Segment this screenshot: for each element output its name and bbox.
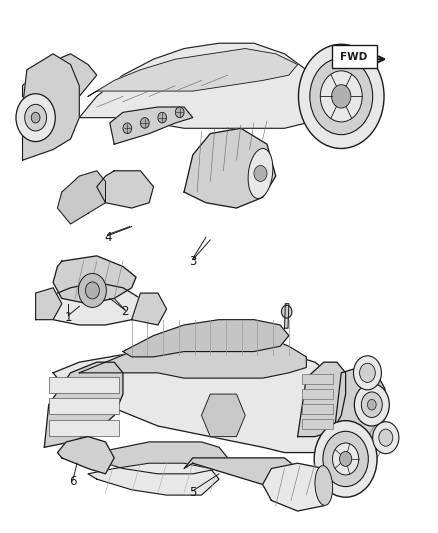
Polygon shape — [79, 330, 306, 378]
Polygon shape — [84, 442, 228, 474]
Polygon shape — [297, 362, 346, 437]
Polygon shape — [40, 282, 145, 325]
Text: 6: 6 — [69, 475, 77, 488]
Bar — [49, 398, 119, 414]
Circle shape — [332, 443, 359, 475]
Circle shape — [361, 392, 382, 417]
Circle shape — [25, 104, 46, 131]
Circle shape — [320, 71, 362, 122]
Bar — [302, 389, 332, 399]
Circle shape — [314, 421, 377, 497]
Polygon shape — [57, 171, 106, 224]
Polygon shape — [53, 352, 359, 453]
Circle shape — [339, 451, 352, 466]
Polygon shape — [79, 43, 319, 128]
Text: 3: 3 — [189, 255, 197, 268]
Circle shape — [31, 112, 40, 123]
Text: 5: 5 — [189, 486, 197, 499]
Polygon shape — [53, 256, 136, 304]
Circle shape — [254, 165, 267, 181]
Polygon shape — [57, 437, 114, 474]
Circle shape — [298, 44, 384, 149]
Circle shape — [78, 273, 106, 308]
Text: 4: 4 — [104, 231, 111, 244]
Polygon shape — [184, 128, 276, 208]
Polygon shape — [263, 463, 332, 511]
Polygon shape — [110, 107, 193, 144]
Circle shape — [282, 305, 292, 318]
Circle shape — [367, 399, 376, 410]
Circle shape — [360, 364, 375, 382]
Polygon shape — [22, 54, 97, 96]
Circle shape — [353, 356, 381, 390]
Text: 2: 2 — [121, 305, 129, 318]
Bar — [302, 404, 332, 414]
Circle shape — [175, 107, 184, 118]
Polygon shape — [22, 54, 79, 160]
Polygon shape — [44, 362, 123, 447]
Circle shape — [373, 422, 399, 454]
Bar — [49, 419, 119, 435]
Bar — [302, 374, 332, 384]
Bar — [49, 377, 119, 393]
Polygon shape — [35, 288, 62, 320]
Circle shape — [379, 429, 393, 446]
Circle shape — [158, 112, 166, 123]
Bar — [302, 419, 332, 429]
Text: FWD: FWD — [340, 52, 367, 61]
Polygon shape — [132, 293, 166, 325]
Polygon shape — [97, 171, 153, 208]
Polygon shape — [332, 368, 385, 447]
Circle shape — [85, 282, 99, 299]
Circle shape — [354, 383, 389, 426]
Polygon shape — [123, 320, 289, 357]
Polygon shape — [184, 458, 297, 484]
Circle shape — [323, 431, 368, 487]
FancyBboxPatch shape — [332, 45, 377, 68]
Polygon shape — [88, 49, 297, 96]
Ellipse shape — [248, 149, 273, 198]
Text: 1: 1 — [65, 311, 72, 324]
Circle shape — [141, 118, 149, 128]
Circle shape — [123, 123, 132, 134]
Ellipse shape — [315, 466, 332, 505]
Polygon shape — [201, 394, 245, 437]
Polygon shape — [285, 304, 289, 328]
Circle shape — [332, 85, 351, 108]
Circle shape — [310, 58, 373, 135]
Polygon shape — [88, 463, 219, 495]
Circle shape — [16, 94, 55, 142]
